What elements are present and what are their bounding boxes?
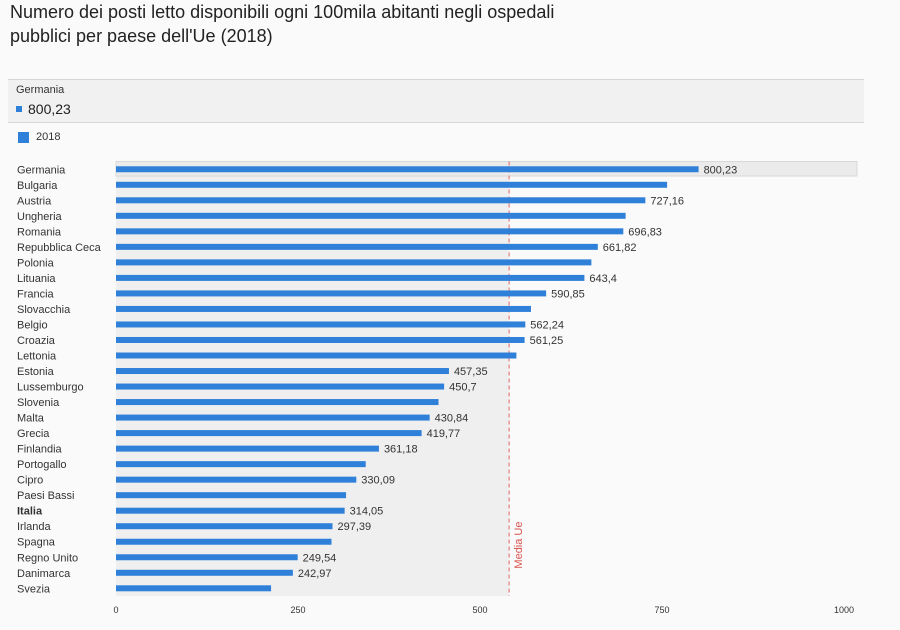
bar-portogallo[interactable]: [116, 461, 366, 468]
bar-lituania[interactable]: [116, 274, 585, 281]
data-label-romania: 696,83: [628, 226, 662, 238]
bar-estonia[interactable]: [116, 368, 449, 375]
bar-danimarca[interactable]: [116, 569, 293, 576]
data-label-danimarca: 242,97: [298, 568, 332, 580]
category-label-portogallo: Portogallo: [17, 459, 67, 471]
bar-lussemburgo[interactable]: [116, 383, 445, 390]
category-label-belgio: Belgio: [17, 319, 48, 331]
bar-austria[interactable]: [116, 197, 646, 204]
category-label-romania: Romania: [17, 226, 62, 238]
below-average-band: [116, 161, 510, 597]
x-tick-label-0: 0: [113, 605, 118, 615]
data-label-lussemburgo: 450,7: [449, 382, 477, 394]
category-label-slovacchia: Slovacchia: [17, 304, 71, 316]
category-label-regno-unito: Regno Unito: [17, 552, 78, 564]
data-label-malta: 430,84: [435, 413, 469, 425]
category-label-italia: Italia: [17, 506, 43, 518]
category-label-francia: Francia: [17, 288, 55, 300]
bar-irlanda[interactable]: [116, 523, 333, 530]
data-label-italia: 314,05: [350, 506, 384, 518]
bar-grecia[interactable]: [116, 430, 422, 437]
category-label-svezia: Svezia: [17, 583, 51, 595]
data-label-cipro: 330,09: [361, 475, 395, 487]
category-label-paesi-bassi: Paesi Bassi: [17, 490, 74, 502]
tooltip-country: Germania: [16, 84, 65, 96]
category-label-germania: Germania: [17, 164, 66, 176]
average-line-label: Media Ue: [513, 522, 525, 569]
data-label-belgio: 562,24: [530, 319, 564, 331]
data-label-germania: 800,23: [704, 164, 738, 176]
data-label-lituania: 643,4: [589, 273, 617, 285]
category-label-slovenia: Slovenia: [17, 397, 60, 409]
category-label-bulgaria: Bulgaria: [17, 180, 58, 192]
category-label-estonia: Estonia: [17, 366, 55, 378]
bar-malta[interactable]: [116, 414, 430, 421]
data-label-grecia: 419,77: [427, 428, 461, 440]
data-label-austria: 727,16: [650, 195, 684, 207]
bar-finlandia[interactable]: [116, 445, 379, 452]
bar-svezia[interactable]: [116, 585, 272, 592]
bar-regno-unito[interactable]: [116, 554, 298, 561]
chart-title: Numero dei posti letto disponibili ogni …: [10, 2, 555, 46]
tooltip-value: 800,23: [28, 101, 71, 117]
bar-repubblica-ceca[interactable]: [116, 243, 598, 250]
category-label-lituania: Lituania: [17, 273, 56, 285]
bar-cipro[interactable]: [116, 476, 357, 483]
legend-swatch: [18, 132, 29, 143]
bar-italia[interactable]: [116, 507, 345, 514]
category-label-spagna: Spagna: [17, 537, 56, 549]
category-label-lettonia: Lettonia: [17, 351, 57, 363]
tooltip-panel: Germania 800,23: [8, 79, 864, 123]
bar-croazia[interactable]: [116, 336, 525, 343]
bar-francia[interactable]: [116, 290, 547, 297]
bar-slovacchia[interactable]: [116, 305, 531, 312]
bar-belgio[interactable]: [116, 321, 526, 328]
bar-germania[interactable]: [116, 166, 699, 173]
data-label-irlanda: 297,39: [337, 521, 371, 533]
x-tick-label-750: 750: [654, 605, 669, 615]
bar-polonia[interactable]: [116, 259, 592, 266]
data-label-francia: 590,85: [551, 288, 585, 300]
category-label-irlanda: Irlanda: [17, 521, 52, 533]
bar-romania[interactable]: [116, 228, 624, 235]
bar-paesi-bassi[interactable]: [116, 492, 347, 499]
category-label-danimarca: Danimarca: [17, 568, 71, 580]
bar-bulgaria[interactable]: [116, 181, 668, 188]
x-tick-label-500: 500: [472, 605, 487, 615]
data-label-finlandia: 361,18: [384, 444, 418, 456]
category-label-malta: Malta: [17, 413, 45, 425]
x-tick-label-250: 250: [290, 605, 305, 615]
bar-ungheria[interactable]: [116, 212, 626, 219]
category-label-polonia: Polonia: [17, 257, 55, 269]
data-label-croazia: 561,25: [530, 335, 564, 347]
category-label-austria: Austria: [17, 195, 52, 207]
data-label-regno-unito: 249,54: [303, 552, 337, 564]
category-label-finlandia: Finlandia: [17, 444, 63, 456]
category-label-lussemburgo: Lussemburgo: [17, 382, 84, 394]
legend-label: 2018: [36, 131, 61, 143]
category-label-repubblica-ceca: Repubblica Ceca: [17, 242, 102, 254]
category-label-ungheria: Ungheria: [17, 211, 63, 223]
category-label-cipro: Cipro: [17, 475, 43, 487]
category-label-grecia: Grecia: [17, 428, 50, 440]
bar-spagna[interactable]: [116, 538, 332, 545]
category-label-croazia: Croazia: [17, 335, 56, 347]
tooltip-swatch: [16, 106, 22, 112]
data-label-estonia: 457,35: [454, 366, 488, 378]
x-tick-label-1000: 1000: [834, 605, 854, 615]
bar-lettonia[interactable]: [116, 352, 517, 359]
bar-slovenia[interactable]: [116, 399, 439, 406]
data-label-repubblica-ceca: 661,82: [603, 242, 637, 254]
